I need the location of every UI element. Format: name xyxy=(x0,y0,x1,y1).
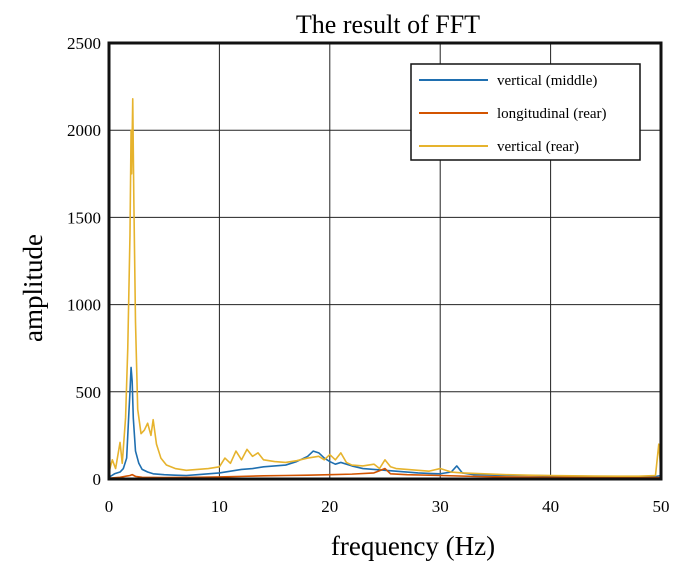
y-tick-label: 2000 xyxy=(67,121,101,140)
x-tick-label: 50 xyxy=(653,497,670,516)
legend: vertical (middle) longitudinal (rear) vert… xyxy=(410,63,641,161)
plot-area xyxy=(108,98,662,479)
y-tick-label: 500 xyxy=(76,383,102,402)
x-axis-label: frequency (Hz) xyxy=(331,531,495,561)
x-tick-label: 40 xyxy=(542,497,559,516)
x-tick-label: 0 xyxy=(105,497,114,516)
x-tick-label: 30 xyxy=(432,497,449,516)
y-axis-label: amplitude xyxy=(18,234,48,342)
x-tick-label: 20 xyxy=(321,497,338,516)
legend-label-2: vertical (rear) xyxy=(497,139,579,155)
y-tick-label: 0 xyxy=(93,470,102,489)
series-line-2 xyxy=(108,98,662,478)
x-tick-label: 10 xyxy=(211,497,228,516)
y-tick-label: 2500 xyxy=(67,34,101,53)
series-line-1 xyxy=(108,467,661,479)
legend-label-0: vertical (middle) xyxy=(497,73,597,89)
y-tick-label: 1500 xyxy=(67,208,101,227)
y-tick-label: 1000 xyxy=(67,296,101,315)
plot-frame xyxy=(107,41,663,481)
chart-title: The result of FFT xyxy=(296,10,480,39)
legend-label-1: longitudinal (rear) xyxy=(497,106,607,122)
